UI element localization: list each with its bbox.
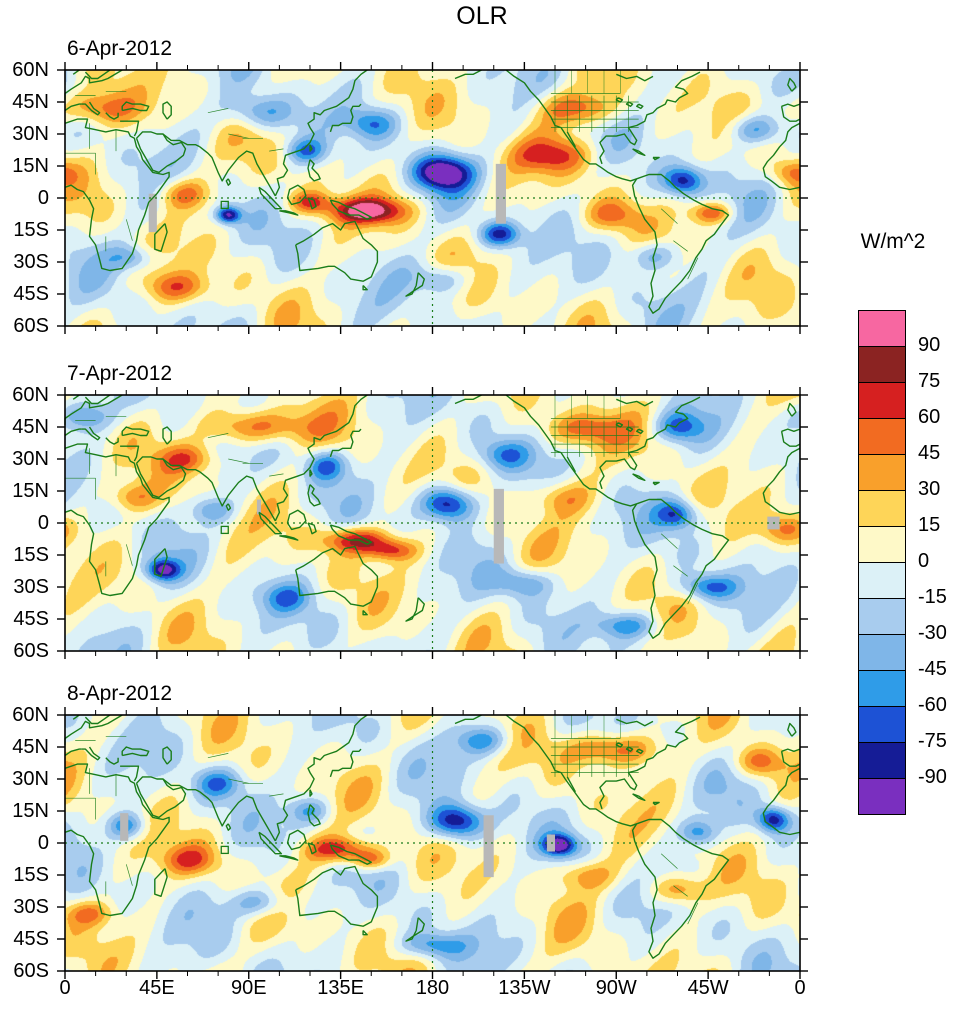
colorbar-swatches — [858, 310, 906, 815]
lat-tick-label: 15S — [13, 219, 49, 241]
lat-tick-label: 0 — [37, 187, 49, 209]
lat-tick-label: 0 — [37, 832, 49, 854]
lat-tick-label: 45S — [13, 928, 49, 950]
colorbar-tick-label: 45 — [918, 442, 941, 464]
colorbar-swatch — [858, 670, 906, 707]
panel-date-label: 7-Apr-2012 — [67, 362, 173, 385]
colorbar-tick-label: -15 — [918, 586, 947, 608]
colorbar-swatch — [858, 526, 906, 563]
figure-title: OLR — [456, 2, 508, 30]
lat-tick-label: 15S — [13, 544, 49, 566]
colorbar-tick-label: 60 — [918, 406, 941, 428]
lat-tick-label: 30S — [13, 896, 49, 918]
colorbar-tick-label: 90 — [918, 334, 941, 356]
lat-tick-label: 15N — [12, 800, 49, 822]
lat-tick-label: 0 — [37, 512, 49, 534]
lat-tick-label: 30S — [13, 251, 49, 273]
colorbar-swatch — [858, 634, 906, 671]
map-panel-3: 8-Apr-2012 60N 45N 30N 15N 0 15S 30S 45S 60S — [12, 682, 808, 982]
colorbar-swatch — [858, 562, 906, 599]
lat-tick-label: 30N — [12, 123, 49, 145]
map-panel-2: 7-Apr-2012 60N 45N 30N 15N 0 15S 30S 45S 60S — [12, 362, 808, 662]
lon-tick-label: 0 — [794, 977, 806, 999]
lon-tick-label: 135W — [498, 977, 551, 999]
panel-date-label: 6-Apr-2012 — [67, 37, 173, 60]
colorbar-swatch — [858, 598, 906, 635]
lon-tick-label: 0 — [59, 977, 71, 999]
olr-field-map — [65, 70, 800, 326]
colorbar-tick-label: 15 — [918, 514, 941, 536]
lat-tick-label: 60S — [13, 640, 49, 662]
lat-tick-label: 60S — [13, 960, 49, 982]
lat-tick-label: 30N — [12, 768, 49, 790]
lon-tick-label: 135E — [317, 977, 364, 999]
lat-tick-label: 30S — [13, 576, 49, 598]
lat-tick-label: 60N — [12, 384, 49, 406]
colorbar-tick-label: -30 — [918, 622, 947, 644]
colorbar-tick-label: -90 — [918, 766, 947, 788]
colorbar-swatch — [858, 382, 906, 419]
colorbar-tick-label: 30 — [918, 478, 941, 500]
olr-field-map — [65, 715, 800, 971]
lat-axis-labels: 60N 45N 30N 15N 0 15S 30S 45S 60S — [1, 59, 57, 337]
lon-axis-labels: 0 45E 90E 135E 180 135W 90W 45W 0 — [59, 977, 805, 1003]
olr-field-map — [65, 395, 800, 651]
lon-tick-label: 90W — [595, 977, 637, 999]
lat-axis-labels: 60N 45N 30N 15N 0 15S 30S 45S 60S — [1, 384, 57, 662]
lat-tick-label: 45S — [13, 283, 49, 305]
map-panel-1: 6-Apr-2012 60N 45N 30N 15N 0 15S 30S 45S 60S — [12, 37, 808, 337]
colorbar-swatch — [858, 778, 906, 815]
lon-tick-label: 45W — [687, 977, 729, 999]
colorbar-swatch — [858, 346, 906, 383]
colorbar-swatch — [858, 454, 906, 491]
colorbar-swatch — [858, 706, 906, 743]
panel-date-label: 8-Apr-2012 — [67, 682, 173, 705]
lon-tick-label: 45E — [139, 977, 175, 999]
colorbar-tick-label: 0 — [918, 550, 930, 572]
lon-tick-label: 90E — [230, 977, 267, 999]
lat-tick-label: 45S — [13, 608, 49, 630]
colorbar-swatch — [858, 490, 906, 527]
colorbar-tick-label: -60 — [918, 694, 947, 716]
lon-tick-label: 180 — [415, 977, 450, 999]
lat-tick-label: 45N — [12, 91, 49, 113]
lat-tick-label: 15S — [13, 864, 49, 886]
lat-tick-label: 30N — [12, 448, 49, 470]
lat-tick-label: 15N — [12, 155, 49, 177]
colorbar-tick-label: -45 — [918, 658, 947, 680]
colorbar-swatch — [858, 310, 906, 347]
lat-axis-labels: 60N 45N 30N 15N 0 15S 30S 45S 60S — [1, 704, 57, 982]
lat-tick-label: 45N — [12, 416, 49, 438]
lat-tick-label: 60N — [12, 704, 49, 726]
lat-tick-label: 60N — [12, 59, 49, 81]
colorbar-tick-label: -75 — [918, 730, 947, 752]
colorbar-unit-label: W/m^2 — [860, 230, 926, 253]
lat-tick-label: 60S — [13, 315, 49, 337]
colorbar-tick-label: 75 — [918, 370, 941, 392]
lat-tick-label: 15N — [12, 480, 49, 502]
colorbar-swatch — [858, 742, 906, 779]
lat-tick-label: 45N — [12, 736, 49, 758]
colorbar-swatch — [858, 418, 906, 455]
